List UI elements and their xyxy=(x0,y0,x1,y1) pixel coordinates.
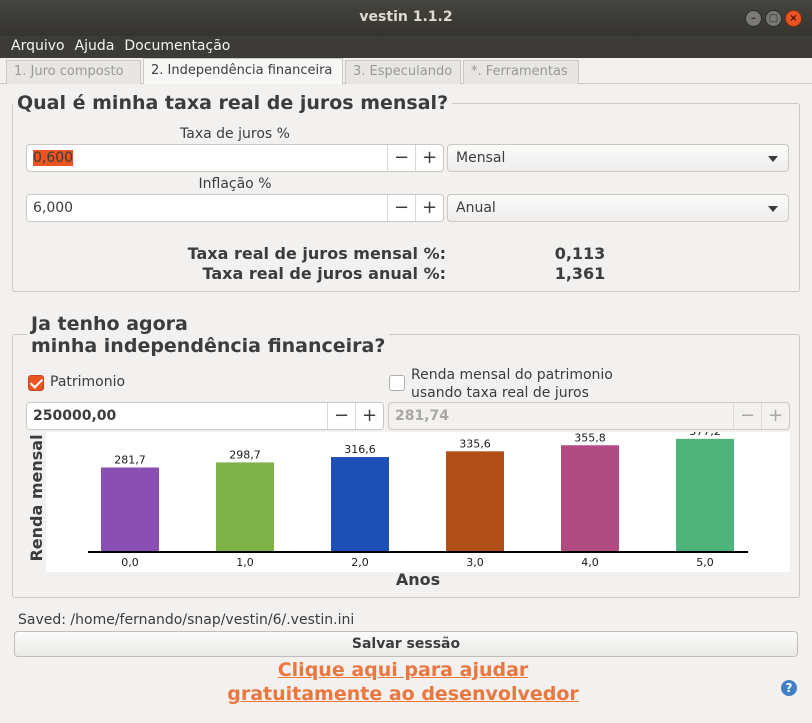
interest-value[interactable]: 0,600 xyxy=(33,150,74,166)
chart-bar-5 xyxy=(676,438,734,552)
renda-value: 281,74 xyxy=(395,408,450,424)
independence-title-line2: minha independência financeira? xyxy=(31,335,386,357)
renda-spinbox: 281,74 − + xyxy=(388,402,790,430)
x-tick-label-1: 1,0 xyxy=(236,556,254,569)
maximize-icon[interactable]: □ xyxy=(765,10,782,27)
renda-decrement-button: − xyxy=(733,403,761,429)
independence-title-line1: Ja tenho agora xyxy=(31,313,188,335)
tab-especulando[interactable]: 3. Especulando xyxy=(345,60,461,84)
menu-documentacao[interactable]: Documentação xyxy=(124,38,231,54)
patrimonio-decrement-button[interactable]: − xyxy=(327,403,355,429)
patrimonio-label: Patrimonio xyxy=(50,374,126,390)
help-developer-link-line2[interactable]: gratuitamente ao desenvolvedor xyxy=(227,683,579,705)
x-axis-label: Anos xyxy=(396,570,440,589)
bar-value-label-5: 377,2 xyxy=(689,432,721,438)
bar-value-label-1: 298,7 xyxy=(229,448,261,461)
inflation-increment-button[interactable]: + xyxy=(415,195,443,221)
real-annual-value: 1,361 xyxy=(554,264,606,283)
interest-decrement-button[interactable]: − xyxy=(387,145,415,171)
bar-value-label-0: 281,7 xyxy=(114,453,146,466)
chart-bar-4 xyxy=(561,445,619,552)
patrimonio-increment-button[interactable]: + xyxy=(355,403,383,429)
inflation-spinbox[interactable]: 6,000 − + xyxy=(26,194,444,222)
patrimonio-checkbox[interactable] xyxy=(28,375,44,391)
help-developer-link-line1[interactable]: Clique aqui para ajudar xyxy=(277,659,529,681)
menu-bar: Arquivo Ajuda Documentação xyxy=(0,36,812,58)
chart-bar-0 xyxy=(101,467,159,552)
menu-arquivo[interactable]: Arquivo xyxy=(11,38,65,54)
chevron-down-icon xyxy=(768,156,778,162)
chart-bar-3 xyxy=(446,451,504,552)
chart-bar-1 xyxy=(216,462,274,552)
renda-label: Renda mensal do patrimonio usando taxa r… xyxy=(411,366,613,402)
patrimonio-spinbox[interactable]: 250000,00 − + xyxy=(26,402,384,430)
saved-status: Saved: /home/fernando/snap/vestin/6/.ves… xyxy=(18,612,355,628)
interest-period-value: Mensal xyxy=(456,150,506,166)
interest-spinbox[interactable]: 0,600 − + xyxy=(26,144,444,172)
tab-juro-composto[interactable]: 1. Juro composto xyxy=(6,60,141,84)
real-annual-label: Taxa real de juros anual %: xyxy=(202,264,446,283)
help-icon[interactable]: ? xyxy=(781,680,797,696)
inflation-period-value: Anual xyxy=(456,200,496,216)
inflation-period-select[interactable]: Anual xyxy=(447,194,789,222)
save-session-button[interactable]: Salvar sessão xyxy=(14,631,798,657)
chevron-down-icon xyxy=(768,206,778,212)
x-tick-label-4: 4,0 xyxy=(581,556,599,569)
independence-group xyxy=(12,334,800,598)
renda-chart: 281,7 0,0 298,7 1,0 316,6 2,0 335,6 3,0 355,8 4,0… xyxy=(27,432,790,589)
renda-label-line1: Renda mensal do patrimonio xyxy=(411,367,613,383)
real-monthly-label: Taxa real de juros mensal %: xyxy=(187,244,446,263)
bar-value-label-2: 316,6 xyxy=(344,443,376,456)
rate-group-title: Qual é minha taxa real de juros mensal? xyxy=(13,92,453,114)
interest-label: Taxa de juros % xyxy=(180,126,290,142)
x-tick-label-0: 0,0 xyxy=(121,556,139,569)
x-tick-label-5: 5,0 xyxy=(696,556,714,569)
inflation-decrement-button[interactable]: − xyxy=(387,195,415,221)
close-icon[interactable]: × xyxy=(785,10,802,27)
bar-value-label-4: 355,8 xyxy=(574,432,606,444)
x-tick-label-2: 2,0 xyxy=(351,556,369,569)
tab-bar: 1. Juro composto 2. Independência financ… xyxy=(0,58,812,84)
inflation-label: Inflação % xyxy=(198,176,272,192)
renda-checkbox[interactable] xyxy=(389,375,405,391)
chart-bar-2 xyxy=(331,457,389,552)
renda-increment-button: + xyxy=(761,403,789,429)
title-bar: vestin 1.1.2 – □ × xyxy=(0,0,812,36)
x-tick-label-3: 3,0 xyxy=(466,556,484,569)
tab-independencia-financeira[interactable]: 2. Independência financeira xyxy=(143,58,343,84)
patrimonio-value[interactable]: 250000,00 xyxy=(33,408,117,424)
tab-ferramentas[interactable]: *. Ferramentas xyxy=(463,60,579,84)
window-title: vestin 1.1.2 xyxy=(359,9,453,25)
bar-value-label-3: 335,6 xyxy=(459,437,491,450)
inflation-value[interactable]: 6,000 xyxy=(33,200,74,216)
chart-background xyxy=(46,432,790,572)
y-axis-label: Renda mensal xyxy=(27,434,46,561)
minimize-icon[interactable]: – xyxy=(745,10,762,27)
independence-group-title: Ja tenho agora minha independência finan… xyxy=(27,313,390,357)
real-monthly-value: 0,113 xyxy=(554,244,606,263)
interest-period-select[interactable]: Mensal xyxy=(447,144,789,172)
interest-increment-button[interactable]: + xyxy=(415,145,443,171)
renda-label-line2: usando taxa real de juros xyxy=(411,385,589,401)
menu-ajuda[interactable]: Ajuda xyxy=(74,38,115,54)
